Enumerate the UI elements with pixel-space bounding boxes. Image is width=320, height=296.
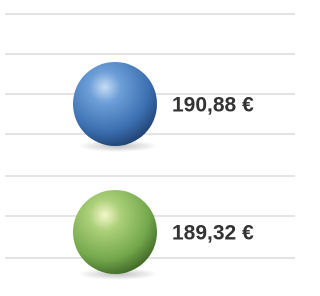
infographic: 190,88 € 189,32 €	[0, 0, 295, 296]
blue-sphere	[73, 62, 157, 146]
green-sphere	[73, 190, 157, 274]
price-label: 190,88 €	[172, 94, 254, 117]
price-label: 189,32 €	[172, 222, 254, 245]
